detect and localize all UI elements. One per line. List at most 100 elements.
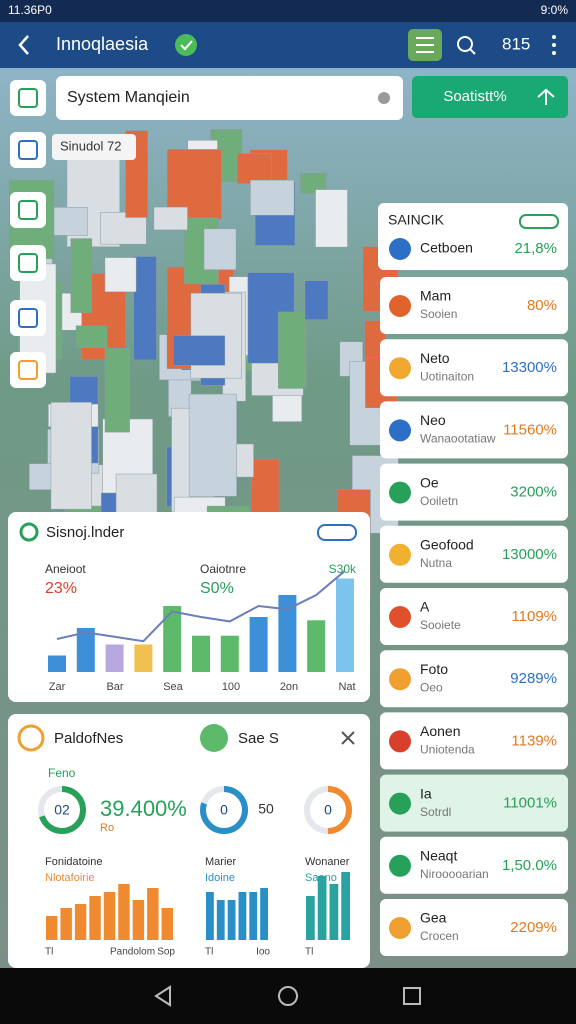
side-button[interactable] <box>10 300 46 336</box>
list-item-title: Mam <box>420 288 451 304</box>
group-x-label: Sop <box>157 947 175 958</box>
nav-back[interactable] <box>154 985 171 1007</box>
list-item-subtitle: Uotinaiton <box>420 369 474 383</box>
chart-bar <box>307 620 326 672</box>
chart-stat-label: Aneioot <box>45 562 86 576</box>
group-x-label: Tl <box>305 947 313 958</box>
list-item-value: 21,8% <box>514 240 557 257</box>
side-button[interactable] <box>10 352 46 388</box>
status-time: 11.36P0 <box>8 3 52 17</box>
chart-icon <box>19 522 39 542</box>
group-bar <box>306 896 315 940</box>
list-item-title: Neaqt <box>420 848 457 864</box>
group-bar <box>317 876 327 940</box>
list-item-subtitle: Oeo <box>420 680 443 694</box>
panel-sub: Ro <box>100 822 114 834</box>
chart-stat-label: Oaiotnre <box>200 562 246 576</box>
list-item-subtitle: Wanaootatiaw <box>420 432 496 446</box>
list-card[interactable] <box>380 525 568 583</box>
list-item-value: 1109% <box>511 608 557 625</box>
side-button-icon <box>18 360 38 380</box>
group-bar <box>227 900 236 940</box>
statistics-button-label: Soatistt% <box>443 88 506 105</box>
chart-x-label: 100 <box>222 681 240 693</box>
side-toolbar <box>10 80 46 388</box>
search-icon[interactable] <box>457 36 473 52</box>
list-card[interactable] <box>380 899 568 956</box>
nav-recent[interactable] <box>403 987 421 1005</box>
chart-toggle[interactable] <box>317 524 357 541</box>
building <box>300 173 327 194</box>
side-button[interactable] <box>10 80 46 116</box>
group-bar <box>206 892 214 940</box>
tooltip <box>52 134 136 160</box>
list-card[interactable] <box>380 339 568 397</box>
list-item-title: Aonen <box>420 723 460 739</box>
list-item-value: 2209% <box>510 919 557 936</box>
list-card[interactable] <box>380 774 568 832</box>
list-card[interactable] <box>380 588 568 645</box>
list-item-value: 80% <box>527 297 557 314</box>
search-box[interactable] <box>56 76 403 120</box>
list-card[interactable] <box>380 650 568 708</box>
bar-chart: Aneioot 23% Oaiotnre S0% S30k Zar Bar Sea 100 2on… <box>45 562 357 693</box>
chart-bar <box>249 617 268 672</box>
group-x-label: Ioo <box>256 947 270 958</box>
chart-x-label: Sea <box>163 681 183 693</box>
building <box>51 207 88 236</box>
list-card[interactable] <box>380 277 568 334</box>
building <box>50 402 92 510</box>
nav-home[interactable] <box>278 986 298 1006</box>
building <box>250 179 295 216</box>
panel-big-value: 39.400% <box>100 796 187 821</box>
chart-bar <box>76 628 95 672</box>
side-button[interactable] <box>10 192 46 228</box>
building <box>278 311 307 389</box>
chart-bar <box>336 578 354 672</box>
list-item-title: Cetboen <box>420 240 473 256</box>
list-item-value: 1,50.0% <box>502 857 557 874</box>
back-button[interactable] <box>18 35 29 55</box>
list-item-subtitle: Ooiletn <box>420 494 458 508</box>
group-title: Fonidatoine <box>45 856 103 868</box>
chart-bar <box>134 644 153 672</box>
more-button[interactable] <box>552 35 556 55</box>
list-item-subtitle: Crocen <box>420 929 459 943</box>
building <box>104 257 137 293</box>
list-icon <box>389 419 411 442</box>
side-button-icon <box>18 308 38 328</box>
donut-label: 0 <box>220 802 228 818</box>
side-button[interactable] <box>10 245 46 281</box>
chart-bar <box>105 644 124 672</box>
group-bar <box>118 884 130 940</box>
chart-x-label: 2on <box>280 681 298 693</box>
statistics-button[interactable] <box>412 76 568 118</box>
building <box>236 153 272 184</box>
list-item-subtitle: Nirooooarian <box>420 867 489 881</box>
panel-tab[interactable]: Sae S <box>238 730 279 747</box>
group-bar <box>216 900 225 940</box>
group-bar <box>249 892 258 940</box>
list-icon <box>389 543 411 566</box>
group-bar <box>147 888 159 940</box>
close-button[interactable] <box>341 731 355 745</box>
app-title: Innoqlaesia <box>56 34 149 54</box>
list-item-subtitle: Uniotenda <box>420 743 475 757</box>
group-subtitle: Idoine <box>205 872 235 884</box>
list-icon <box>389 295 411 317</box>
list-card[interactable] <box>380 712 568 770</box>
clear-icon[interactable] <box>378 92 390 104</box>
nav-bar <box>0 968 576 1024</box>
list-card[interactable] <box>380 836 568 894</box>
list-icon <box>389 481 411 504</box>
building <box>104 348 130 433</box>
chart-bar <box>48 655 66 672</box>
list-item-value: 1139% <box>511 732 557 749</box>
list-card[interactable] <box>380 463 568 521</box>
list-card[interactable] <box>380 401 568 459</box>
list-toggle[interactable] <box>519 214 559 229</box>
donut-arc <box>38 786 86 834</box>
panel-title: PaldofNes <box>54 730 123 747</box>
side-button[interactable] <box>10 132 46 168</box>
